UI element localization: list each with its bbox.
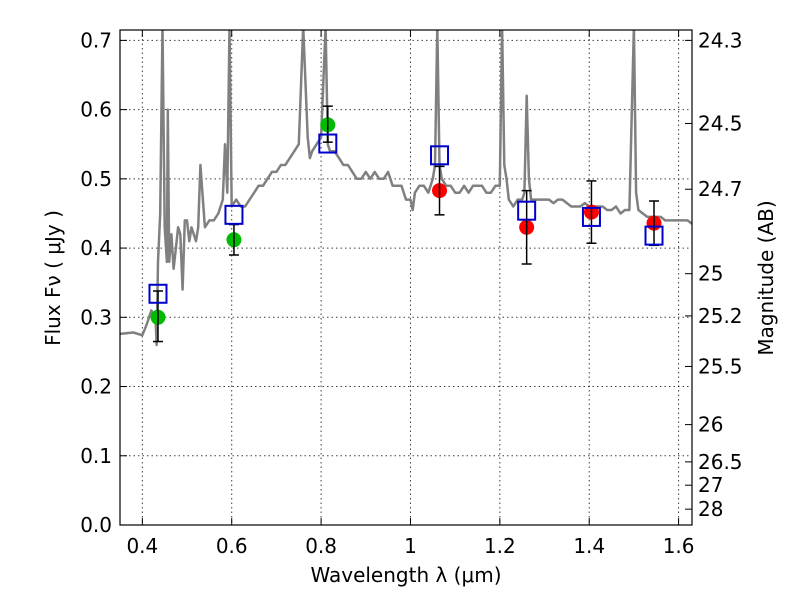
model-point-square	[517, 200, 537, 221]
right-tick-label: 28	[698, 497, 723, 521]
x-tick-label: 0.4	[126, 534, 158, 558]
y-tick-label: 0.3	[80, 305, 112, 329]
right-tick-label: 24.5	[698, 111, 743, 135]
model-point-square	[644, 225, 664, 246]
y-tick-label: 0.5	[80, 167, 112, 191]
x-tick-label: 0.8	[305, 534, 337, 558]
right-tick-label: 26.5	[698, 450, 743, 474]
right-axis-label: Magnitude (AB)	[754, 200, 778, 355]
right-tick-label: 27	[698, 473, 723, 497]
plot-frame	[119, 29, 693, 526]
y-tick-label: 0.7	[80, 28, 112, 52]
model-point-square	[224, 204, 244, 225]
tick-labels: 0.4 0.6 0.8 1 1.2 1.4 1.6 0.0 0.1 0.2 0.3 0.4 0.5 0.6…	[80, 28, 742, 558]
points-layer	[148, 105, 664, 343]
x-axis-label: Wavelength λ (μm)	[310, 563, 501, 587]
right-tick-label: 24.3	[698, 28, 743, 52]
model-point-square	[581, 206, 601, 227]
y-tick-label: 0.1	[80, 444, 112, 468]
y-tick-label: 0.0	[80, 513, 112, 537]
x-tick-label: 1	[404, 534, 417, 558]
y-tick-label: 0.2	[80, 375, 112, 399]
plot-background	[120, 30, 692, 525]
axis-ticks	[120, 30, 692, 526]
y-axis-label: Flux Fν ( μJy )	[41, 210, 65, 346]
right-tick-label: 25	[698, 262, 723, 286]
y-tick-label: 0.6	[80, 98, 112, 122]
right-tick-label: 25.2	[698, 304, 743, 328]
model-point-square	[148, 283, 168, 304]
spectrum-line	[120, 30, 692, 347]
model-point-square	[318, 133, 338, 154]
x-tick-label: 1.2	[484, 534, 516, 558]
right-tick-label: 25.5	[698, 354, 743, 378]
grid-lines	[120, 30, 692, 526]
right-tick-label: 24.7	[698, 177, 743, 201]
y-tick-label: 0.4	[80, 236, 112, 260]
spectrum-layer	[120, 30, 692, 347]
x-tick-label: 1.6	[663, 534, 695, 558]
x-tick-label: 0.6	[216, 534, 248, 558]
right-tick-label: 26	[698, 413, 723, 437]
model-point-square	[430, 145, 450, 166]
x-tick-label: 1.4	[573, 534, 605, 558]
